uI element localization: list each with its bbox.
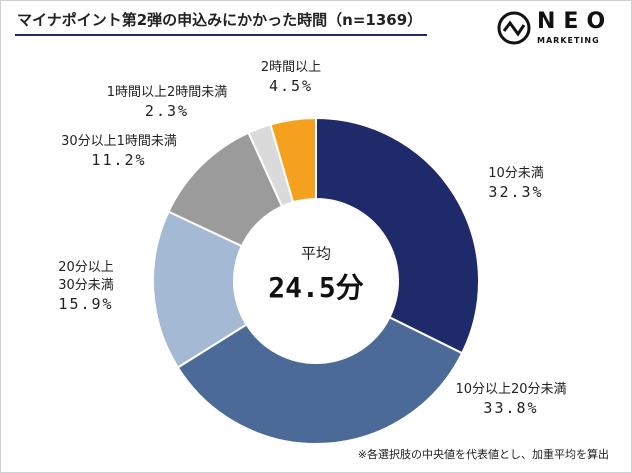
donut-slice	[269, 116, 317, 204]
logo: NEO MARKETING	[497, 9, 609, 49]
value-label: 11.2%	[91, 151, 147, 169]
slice-label: 30分以上1時間未満 11.2%	[61, 133, 177, 169]
category-label: 30分以上1時間未満	[61, 134, 177, 149]
category-label: 1時間以上2時間未満	[106, 85, 228, 100]
title-underline	[15, 34, 427, 36]
logo-icon	[497, 11, 531, 45]
slice-label: 1時間以上2時間未満 2.3%	[107, 84, 228, 120]
footnote: ※各選択肢の中央値を代表値とし、加重平均を算出	[357, 448, 609, 461]
value-label: 32.3%	[488, 183, 544, 201]
value-label: 15.9%	[58, 295, 114, 313]
center-value: 24.5分	[268, 271, 364, 304]
slice-label: 20分以上 30分未満 15.9%	[58, 259, 114, 313]
category-label: 10分未満	[488, 166, 544, 181]
slice-label: 10分未満 32.3%	[488, 165, 544, 201]
value-label: 33.8%	[483, 399, 539, 417]
category-label: 20分以上 30分未満	[58, 260, 114, 293]
chart-title: マイナポイント第2弾の申込みにかかった時間（n=1369）	[17, 11, 423, 29]
donut-slice	[315, 116, 480, 355]
value-label: 4.5%	[268, 77, 314, 95]
slice-label: 2時間以上 4.5%	[261, 59, 321, 95]
donut-slice	[176, 315, 464, 445]
donut-slice	[152, 210, 248, 369]
center-label: 平均	[300, 244, 332, 263]
value-label: 2.3%	[144, 102, 190, 120]
category-label: 2時間以上	[260, 60, 322, 75]
logo-subtext: MARKETING	[537, 36, 600, 45]
slice-label: 10分以上20分未満 33.8%	[455, 381, 566, 417]
logo-text: NEO	[537, 9, 614, 34]
category-label: 10分以上20分未満	[455, 382, 567, 397]
